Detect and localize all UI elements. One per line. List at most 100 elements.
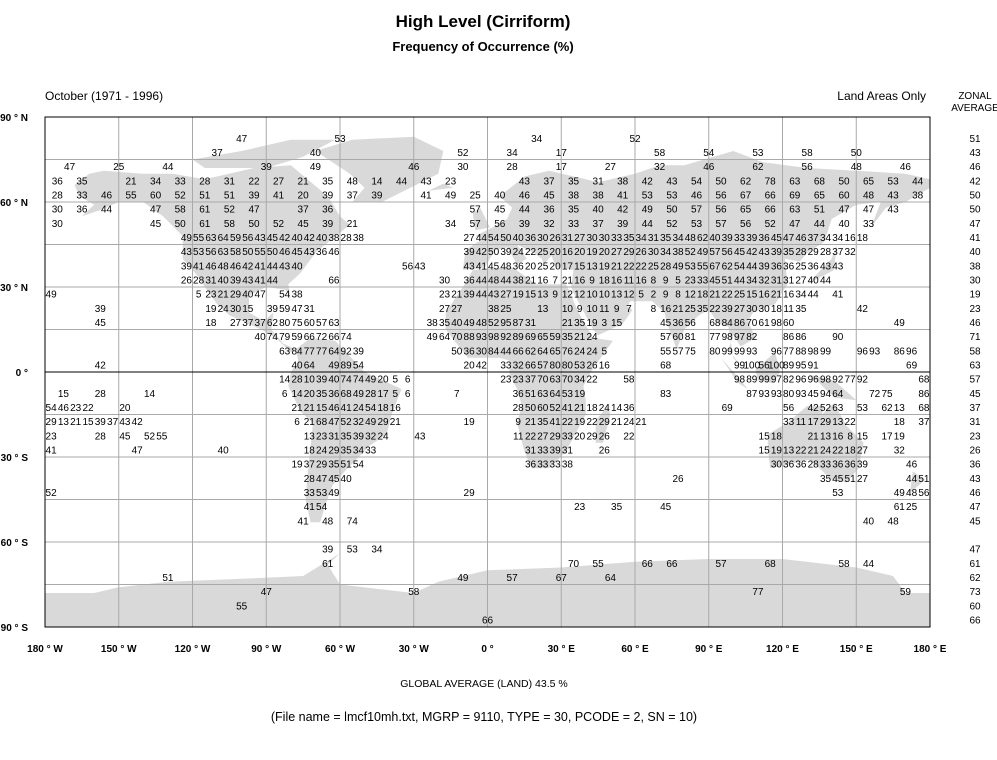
land-eurasia (462, 151, 930, 370)
grid-value: 61 (199, 205, 211, 216)
grid-value: 22 (832, 445, 844, 456)
grid-value: 23 (205, 290, 217, 301)
grid-value: 39 (316, 375, 328, 386)
grid-value: 32 (543, 219, 555, 230)
grid-value: 98 (488, 332, 500, 343)
grid-value: 54 (488, 233, 500, 244)
grid-value: 42 (304, 233, 316, 244)
grid-value: 47 (783, 233, 795, 244)
grid-value: 89 (341, 360, 353, 371)
grid-value: 30 (759, 304, 771, 315)
grid-value: 19 (586, 318, 598, 329)
grid-value: 62 (697, 233, 709, 244)
grid-value: 39 (353, 346, 365, 357)
grid-value: 98 (771, 318, 783, 329)
grid-value: 15 (82, 417, 94, 428)
grid-value: 27 (537, 431, 549, 442)
grid-value: 57 (709, 247, 721, 258)
grid-value: 74 (347, 516, 359, 527)
grid-value: 37 (298, 205, 310, 216)
zonal-average-value: 41 (969, 233, 981, 244)
grid-value: 77 (845, 375, 857, 386)
grid-value: 57 (715, 559, 727, 570)
grid-value: 46 (279, 247, 291, 258)
grid-value: 21 (771, 290, 783, 301)
longitude-label: 120 ° E (766, 644, 799, 655)
map-frame (44, 116, 931, 628)
grid-value: 52 (685, 247, 697, 258)
grid-value: 66 (482, 615, 494, 626)
grid-value: 52 (765, 219, 777, 230)
grid-value: 40 (513, 233, 525, 244)
grid-value: 54 (353, 460, 365, 471)
grid-value: 41 (420, 190, 432, 201)
grid-value: 56 (205, 247, 217, 258)
grid-value: 13 (820, 431, 832, 442)
grid-value: 14 (144, 389, 156, 400)
grid-value: 56 (783, 403, 795, 414)
period-label: October (1971 - 1996) (45, 89, 163, 103)
grid-value: 47 (236, 134, 248, 145)
grid-value: 70 (537, 375, 549, 386)
grid-value: 12 (562, 290, 574, 301)
grid-value: 32 (513, 360, 525, 371)
grid-value: 35 (820, 474, 832, 485)
grid-value: 93 (771, 389, 783, 400)
grid-value: 68 (341, 389, 353, 400)
grid-value: 34 (574, 375, 586, 386)
grid-value: 9 (663, 275, 669, 286)
grid-value: 69 (722, 403, 734, 414)
longitude-label: 30 ° W (399, 644, 430, 655)
grid-value: 27 (574, 233, 586, 244)
zonal-averages: 51 43 46 42 50 50 47 41 40 38 30 19 23 46 71 58 63 57 45 37… (969, 134, 981, 627)
grid-value: 52 (488, 318, 500, 329)
grid-value: 31 (525, 318, 537, 329)
grid-value: 51 (845, 474, 857, 485)
grid-value: 53 (666, 190, 678, 201)
grid-value: 36 (525, 233, 537, 244)
grid-value: 33 (537, 445, 549, 456)
grid-value: 38 (672, 247, 684, 258)
grid-value: 100 (743, 360, 760, 371)
zonal-average-value: 43 (969, 474, 981, 485)
map-gridlines (45, 117, 930, 627)
grid-value: 18 (205, 318, 217, 329)
grid-value: 52 (175, 190, 187, 201)
grid-value: 92 (832, 375, 844, 386)
grid-value: 39 (181, 261, 193, 272)
grid-value: 16 (599, 360, 611, 371)
grid-value: 28 (820, 247, 832, 258)
grid-value: 48 (863, 190, 875, 201)
grid-value: 21 (611, 261, 623, 272)
grid-value: 41 (255, 275, 267, 286)
grid-value: 9 (552, 290, 558, 301)
grid-value: 38 (353, 233, 365, 244)
grid-value: 34 (353, 445, 365, 456)
grid-value: 39 (267, 304, 279, 315)
grid-value: 9 (515, 417, 521, 428)
grid-value: 65 (537, 332, 549, 343)
grid-value: 49 (894, 318, 906, 329)
grid-value: 25 (470, 190, 482, 201)
grid-value: 29 (623, 247, 635, 258)
grid-value: 19 (291, 460, 303, 471)
grid-value: 28 (52, 190, 64, 201)
grid-value: 22 (82, 403, 94, 414)
grid-value: 41 (562, 403, 574, 414)
grid-value: 48 (218, 261, 230, 272)
grid-value: 39 (464, 247, 476, 258)
land-south-america (288, 338, 402, 523)
grid-value: 49 (697, 247, 709, 258)
grid-value: 68 (316, 417, 328, 428)
grid-value: 93 (746, 346, 758, 357)
grid-value: 44 (162, 162, 174, 173)
grid-value: 24 (820, 445, 832, 456)
grid-value: 27 (500, 290, 512, 301)
grid-value: 56 (685, 318, 697, 329)
grid-value: 18 (771, 304, 783, 315)
grid-value: 53 (347, 545, 359, 556)
grid-value: 8 (651, 304, 657, 315)
grid-value: 19 (586, 247, 598, 258)
grid-value: 13 (832, 417, 844, 428)
